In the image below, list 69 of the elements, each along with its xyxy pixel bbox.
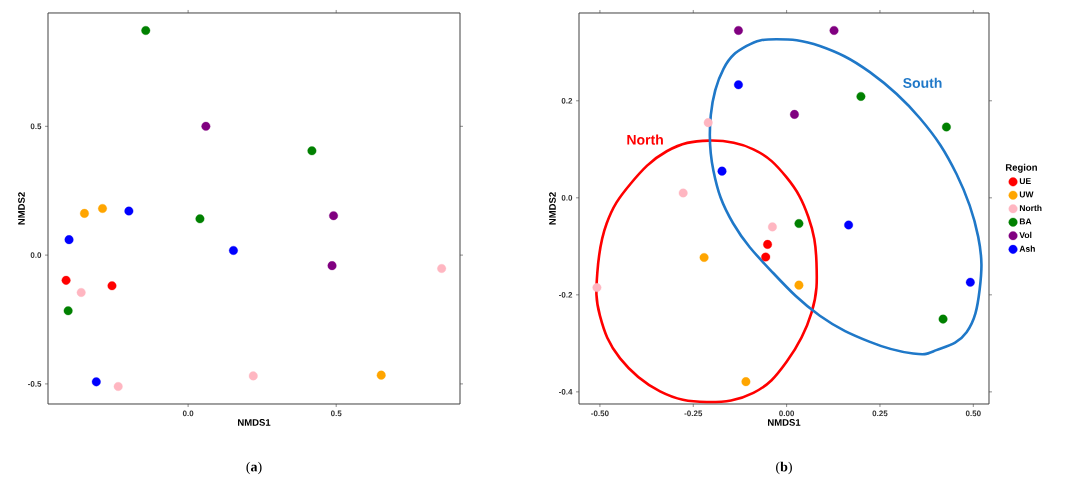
y-tick-label: -0.2	[559, 292, 573, 298]
y-axis-title: NMDS2	[549, 192, 556, 225]
point	[761, 252, 771, 262]
point	[437, 264, 447, 273]
point	[91, 377, 101, 387]
point	[113, 382, 123, 391]
legend-label: North	[1019, 204, 1042, 212]
text: (a)	[246, 461, 262, 475]
point	[829, 26, 839, 35]
point	[141, 26, 151, 35]
point	[938, 314, 948, 324]
annotation: North	[627, 134, 663, 145]
x-axis-title: NMDS1	[238, 419, 271, 426]
point	[941, 122, 951, 132]
point	[98, 204, 107, 213]
point	[327, 261, 337, 271]
point	[794, 280, 804, 290]
point	[63, 306, 73, 316]
point	[678, 188, 688, 198]
point	[741, 377, 751, 387]
point	[124, 206, 134, 216]
point	[79, 208, 89, 218]
point	[767, 222, 777, 232]
y-tick-label: -0.4	[559, 389, 573, 395]
legend-title: Region	[1005, 163, 1037, 173]
point	[76, 288, 86, 297]
point	[965, 277, 975, 287]
x-tick-label: 0.00	[779, 410, 795, 417]
point	[61, 275, 71, 285]
y-tick-label: 0.5	[30, 123, 42, 130]
point	[844, 220, 854, 230]
point	[763, 239, 773, 249]
annotation: South	[903, 77, 942, 88]
point	[592, 283, 602, 293]
y-tick-label: 0.0	[561, 194, 573, 201]
text: (b)	[776, 461, 792, 475]
y-axis-title: NMDS2	[18, 192, 25, 225]
point	[794, 219, 804, 228]
point	[717, 166, 727, 176]
legend-label: UW	[1019, 191, 1034, 198]
point	[195, 214, 205, 224]
point	[248, 371, 258, 381]
y-tick-label: 0.2	[561, 97, 573, 104]
point	[790, 109, 799, 119]
point	[107, 281, 117, 291]
x-tick-label: 0.0	[182, 410, 194, 417]
x-tick-label: 0.25	[872, 410, 888, 417]
point	[699, 253, 709, 262]
legend-label: Ash	[1019, 245, 1035, 252]
point	[64, 235, 74, 245]
point	[228, 246, 238, 255]
point	[856, 91, 866, 101]
legend-label: Vol	[1019, 231, 1032, 239]
x-tick-label: -0.25	[684, 410, 703, 417]
x-tick-label: 0.50	[965, 410, 981, 417]
point	[734, 26, 743, 35]
point	[703, 118, 713, 128]
x-tick-label: -0.50	[591, 410, 609, 417]
legend-label: BA	[1019, 218, 1032, 225]
legend-label: UE	[1019, 178, 1031, 185]
y-tick-label: 0.0	[30, 252, 42, 258]
point	[329, 211, 338, 221]
y-tick-label: -0.5	[28, 381, 42, 387]
point	[201, 121, 211, 131]
point	[734, 80, 743, 90]
x-axis-title: NMDS1	[768, 419, 801, 426]
x-tick-label: 0.5	[330, 410, 342, 417]
point	[376, 370, 386, 380]
point	[307, 146, 317, 156]
